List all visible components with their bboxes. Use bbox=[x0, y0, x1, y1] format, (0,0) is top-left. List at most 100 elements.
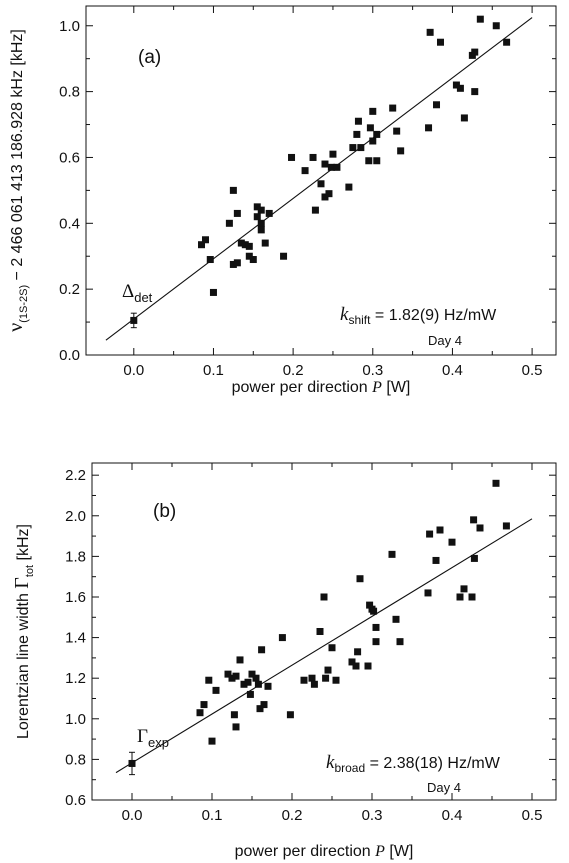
data-point bbox=[325, 190, 333, 198]
data-point bbox=[324, 666, 332, 674]
data-point bbox=[354, 648, 362, 656]
data-point bbox=[309, 153, 317, 161]
y-tick-label: 0.6 bbox=[59, 149, 80, 166]
data-point bbox=[503, 38, 511, 46]
x-tick-label: 0.5 bbox=[522, 807, 543, 824]
data-point bbox=[369, 107, 377, 115]
data-point bbox=[393, 127, 401, 135]
slope-subscript: broad bbox=[334, 761, 365, 775]
data-point bbox=[476, 524, 484, 532]
data-point bbox=[241, 241, 249, 249]
data-point bbox=[470, 554, 478, 562]
y-tick-label: 0.6 bbox=[65, 792, 86, 809]
y-tick-label: 1.0 bbox=[59, 18, 80, 35]
data-point bbox=[286, 711, 294, 719]
y-tick-label: 0.2 bbox=[59, 281, 80, 298]
data-point bbox=[352, 662, 360, 670]
data-point bbox=[369, 137, 377, 145]
data-point bbox=[425, 124, 433, 132]
data-point bbox=[206, 256, 214, 264]
plot-frame bbox=[91, 462, 557, 801]
data-point bbox=[322, 674, 330, 682]
data-point bbox=[311, 206, 319, 214]
data-point bbox=[492, 479, 500, 487]
data-point bbox=[230, 711, 238, 719]
extrapolated-point bbox=[128, 759, 136, 767]
data-point bbox=[236, 656, 244, 664]
x-tick-label: 0.2 bbox=[282, 807, 303, 824]
slope-annotation: kshift = 1.82(9) Hz/mW bbox=[340, 304, 497, 327]
data-point bbox=[224, 670, 232, 678]
extrapolated-symbol: Δ bbox=[122, 281, 134, 302]
y-tick-label: 2.0 bbox=[65, 508, 86, 525]
data-point bbox=[471, 88, 479, 96]
data-point bbox=[205, 676, 213, 684]
data-point bbox=[456, 593, 464, 601]
x-tick-label: 0.1 bbox=[202, 807, 223, 824]
extrapolated-subscript: det bbox=[134, 290, 152, 305]
data-point bbox=[389, 104, 397, 112]
x-label-unit: [W] bbox=[385, 843, 413, 860]
x-axis-label: power per direction P [W] bbox=[235, 843, 414, 860]
slope-subscript: shift bbox=[348, 313, 371, 327]
data-point bbox=[257, 226, 265, 234]
y-tick-label: 1.8 bbox=[65, 548, 86, 565]
slope-symbol: k bbox=[326, 752, 335, 773]
data-point bbox=[317, 180, 325, 188]
data-point bbox=[370, 607, 378, 615]
data-point bbox=[373, 130, 381, 138]
data-point bbox=[252, 674, 260, 682]
data-point bbox=[257, 219, 265, 227]
data-point bbox=[233, 209, 241, 217]
data-point bbox=[392, 615, 400, 623]
data-point bbox=[357, 144, 365, 152]
data-point bbox=[366, 601, 374, 609]
y-tick-label: 2.2 bbox=[65, 467, 86, 484]
data-point bbox=[354, 117, 362, 125]
slope-value: = 1.82(9) Hz/mW bbox=[370, 307, 497, 324]
data-point bbox=[373, 157, 381, 165]
y-label-unit: [kHz] bbox=[15, 524, 32, 565]
data-point bbox=[320, 593, 328, 601]
data-point bbox=[233, 259, 241, 267]
data-point bbox=[316, 628, 324, 635]
data-point bbox=[301, 167, 309, 175]
data-point bbox=[426, 28, 434, 36]
data-point bbox=[476, 15, 484, 23]
y-axis-label: ν(1S-2S) − 2 466 061 413 186.928 kHz [kH… bbox=[5, 29, 30, 332]
data-point bbox=[460, 114, 468, 122]
data-point bbox=[228, 674, 236, 682]
data-point bbox=[327, 163, 335, 171]
data-point bbox=[244, 678, 252, 686]
data-point bbox=[502, 522, 510, 530]
data-point bbox=[471, 48, 479, 56]
data-point bbox=[308, 674, 316, 682]
fit-line bbox=[115, 518, 533, 774]
data-point bbox=[280, 252, 288, 260]
data-point bbox=[388, 550, 396, 558]
data-point bbox=[245, 252, 253, 260]
data-point bbox=[196, 709, 204, 717]
data-point bbox=[253, 213, 261, 221]
slope-symbol: k bbox=[340, 304, 349, 325]
x-tick-label: 0.4 bbox=[442, 362, 463, 379]
y-label-text: Lorentzian line width bbox=[15, 589, 32, 739]
data-point bbox=[240, 680, 248, 688]
data-point bbox=[300, 676, 308, 684]
y-axis-label: Lorentzian line width Γtot [kHz] bbox=[11, 524, 36, 739]
data-point bbox=[261, 239, 269, 247]
data-point bbox=[246, 690, 254, 698]
y-label-symbol: ν bbox=[5, 323, 27, 332]
data-point bbox=[254, 680, 262, 688]
panel-tag: (a) bbox=[138, 47, 161, 68]
data-point bbox=[468, 593, 476, 601]
panel-tag: (b) bbox=[153, 501, 176, 522]
extrapolated-label: Δdet bbox=[122, 281, 153, 305]
y-tick-label: 0.0 bbox=[59, 347, 80, 364]
data-point bbox=[348, 658, 356, 666]
fit-line bbox=[105, 17, 533, 341]
y-label-subscript: (1S-2S) bbox=[18, 285, 30, 323]
y-tick-label: 1.4 bbox=[65, 630, 86, 647]
data-point bbox=[365, 157, 373, 165]
